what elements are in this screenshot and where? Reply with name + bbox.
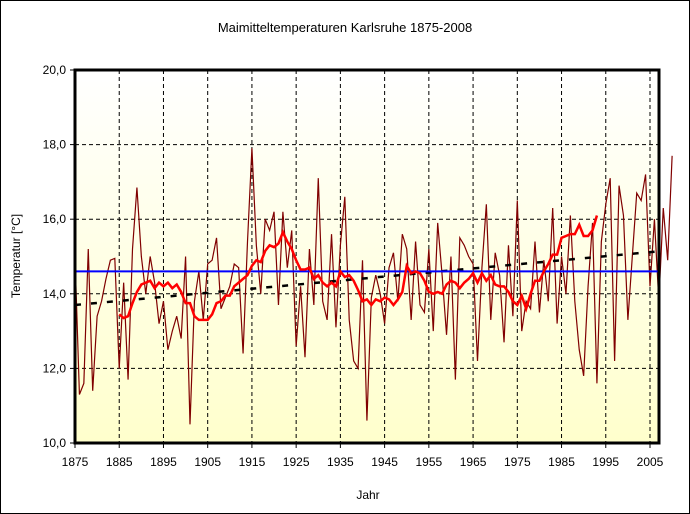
y-tick-label: 10,0 <box>43 436 67 450</box>
x-tick-label: 1935 <box>327 455 354 469</box>
x-tick-label: 1985 <box>548 455 575 469</box>
trend-line <box>74 249 664 307</box>
moving-average-line <box>118 215 599 322</box>
series-layer <box>74 148 673 425</box>
x-tick-label: 1905 <box>194 455 221 469</box>
x-tick-label: 1995 <box>592 455 619 469</box>
gridlines <box>75 70 659 443</box>
series-moving-average <box>118 215 599 322</box>
y-tick-label: 18,0 <box>43 138 67 152</box>
chart-title: Maimitteltemperaturen Karlsruhe 1875-200… <box>218 20 472 35</box>
x-tick-label: 1945 <box>371 455 398 469</box>
x-tick-label: 1885 <box>106 455 133 469</box>
y-tick-label: 16,0 <box>43 212 67 226</box>
x-tick-label: 1925 <box>283 455 310 469</box>
plot-area <box>75 70 659 443</box>
y-tick-label: 14,0 <box>43 287 67 301</box>
x-tick-label: 1895 <box>150 455 177 469</box>
y-axis-label: Temperatur [°C] <box>9 214 23 298</box>
x-tick-label: 1955 <box>415 455 442 469</box>
x-axis-label: Jahr <box>356 488 379 502</box>
x-tick-label: 2005 <box>637 455 664 469</box>
y-axis: 10,0 12,0 14,0 16,0 18,0 20,0 <box>43 63 75 450</box>
y-tick-label: 12,0 <box>43 361 67 375</box>
y-tick-label: 20,0 <box>43 63 67 77</box>
x-tick-label: 1965 <box>460 455 487 469</box>
x-axis: 1875 1885 1895 1905 1915 1925 1935 1945 1955 1965… <box>62 443 664 469</box>
x-tick-label: 1875 <box>62 455 89 469</box>
x-tick-label: 1975 <box>504 455 531 469</box>
plot-border <box>73 68 661 445</box>
x-tick-label: 1915 <box>239 455 266 469</box>
